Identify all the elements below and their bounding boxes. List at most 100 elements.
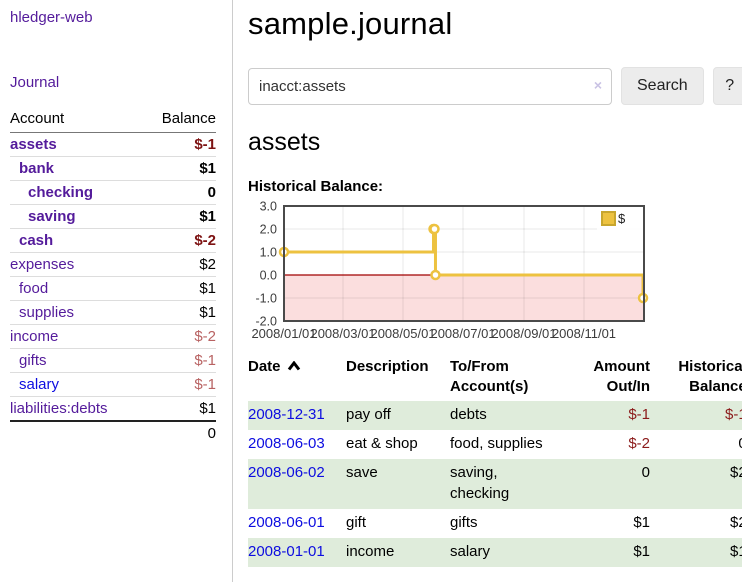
sidebar-account-link[interactable]: assets xyxy=(10,136,57,153)
sidebar-account-link[interactable]: food xyxy=(19,280,49,297)
historical-balance-chart-container: -2.0 -1.0 0.0 1.0 2.0 3.0 2008/01/01 2008/03/01… xyxy=(248,200,742,344)
register-table: Date Description To/From Account(s) Amou… xyxy=(248,357,742,567)
accounts-total-value: 0 xyxy=(207,425,216,442)
transaction-description: gift xyxy=(346,514,367,531)
column-header-date[interactable]: Date xyxy=(248,357,346,401)
svg-text:2008/01/01: 2008/01/01 xyxy=(251,326,316,341)
main-content: sample.journal × Search ? assets Histori… xyxy=(233,0,742,582)
account-row: checking 0 xyxy=(10,181,216,205)
sidebar-account-balance: $1 xyxy=(199,280,216,297)
clear-search-icon[interactable]: × xyxy=(593,76,602,93)
account-row: bank $1 xyxy=(10,157,216,181)
sidebar-account-balance: $-1 xyxy=(194,376,216,393)
svg-text:2008/03/01: 2008/03/01 xyxy=(310,326,375,341)
transaction-date-link[interactable]: 2008-01-01 xyxy=(248,542,325,560)
account-row: cash $-2 xyxy=(10,229,216,253)
transaction-balance: $1 xyxy=(730,542,742,560)
transaction-date-link[interactable]: 2008-06-01 xyxy=(248,514,325,531)
legend-label: $ xyxy=(618,211,626,226)
data-point-marker xyxy=(429,223,440,235)
sidebar-account-link[interactable]: liabilities:debts xyxy=(10,400,108,417)
register-row: 2008-06-02 save saving, checking 0 $2 xyxy=(248,458,742,509)
search-input[interactable] xyxy=(248,67,612,105)
sidebar-account-balance: $1 xyxy=(199,304,216,321)
page-title: sample.journal xyxy=(248,6,453,41)
transaction-amount: 0 xyxy=(641,463,650,481)
sidebar-item-journal[interactable]: Journal xyxy=(10,74,60,91)
sidebar-nav: Journal xyxy=(10,74,216,92)
register-row: 2008-12-31 pay off debts $-1 $-1 xyxy=(248,401,742,430)
svg-text:2008/09/01: 2008/09/01 xyxy=(491,326,556,341)
sort-ascending-icon xyxy=(287,360,300,371)
account-column-header: Account xyxy=(10,110,65,127)
account-row: liabilities:debts $1 xyxy=(10,397,216,420)
sidebar-account-link[interactable]: bank xyxy=(19,160,55,177)
transaction-description: income xyxy=(346,542,395,560)
legend-swatch xyxy=(601,211,616,226)
search-box: × xyxy=(248,67,612,105)
sidebar-account-balance: $1 xyxy=(199,160,216,177)
transaction-balance: $-1 xyxy=(725,406,742,423)
transaction-accounts: gifts xyxy=(450,514,478,531)
accounts-total-row: 0 xyxy=(10,420,216,445)
column-header-amount: Amount Out/In xyxy=(593,358,650,395)
negative-region xyxy=(284,275,644,321)
sidebar-account-balance: $-1 xyxy=(194,352,216,369)
sidebar-account-balance: $-1 xyxy=(194,136,216,153)
account-heading: assets xyxy=(248,128,321,156)
search-form: × Search ? xyxy=(248,67,742,105)
sidebar-account-link[interactable]: gifts xyxy=(19,352,47,369)
sidebar: hledger-web Journal Account Balance asse… xyxy=(0,0,233,582)
accounts-table: Account Balance assets $-1 bank $1 checking 0… xyxy=(10,108,216,445)
sidebar-account-link[interactable]: checking xyxy=(28,184,94,201)
column-header-accounts: To/From Account(s) xyxy=(450,358,529,395)
sidebar-account-link[interactable]: salary xyxy=(19,376,60,393)
svg-text:2.0: 2.0 xyxy=(260,223,277,237)
transaction-date-link[interactable]: 2008-12-31 xyxy=(248,406,325,423)
plot-border xyxy=(283,205,645,322)
svg-text:3.0: 3.0 xyxy=(260,200,277,214)
transaction-date-link[interactable]: 2008-06-02 xyxy=(248,463,325,481)
account-row: supplies $1 xyxy=(10,301,216,325)
svg-text:2008/07/01: 2008/07/01 xyxy=(430,326,495,341)
transaction-amount: $-1 xyxy=(628,406,650,423)
data-point-marker xyxy=(430,269,441,281)
transaction-description: save xyxy=(346,463,378,481)
transaction-accounts: debts xyxy=(450,406,487,423)
transaction-balance: $2 xyxy=(730,463,742,481)
sidebar-account-balance: $-2 xyxy=(194,232,216,249)
svg-text:1.0: 1.0 xyxy=(260,246,277,260)
historical-balance-chart: -2.0 -1.0 0.0 1.0 2.0 3.0 2008/01/012008/03/01… xyxy=(251,200,649,341)
sidebar-account-link[interactable]: income xyxy=(10,328,59,345)
transaction-date-link[interactable]: 2008-06-03 xyxy=(248,434,325,452)
sidebar-account-link[interactable]: saving xyxy=(28,208,76,225)
transaction-description: pay off xyxy=(346,406,391,423)
sidebar-account-balance: 0 xyxy=(207,184,216,201)
sidebar-account-link[interactable]: expenses xyxy=(10,256,75,273)
transaction-balance: $2 xyxy=(730,514,742,531)
register-row: 2008-06-03 eat & shop food, supplies $-20 xyxy=(248,430,742,459)
register-table-body: 2008-12-31 pay off debts $-1 $-1 2008-06-03 ea… xyxy=(248,401,742,567)
help-button[interactable]: ? xyxy=(712,67,742,105)
account-row: assets $-1 xyxy=(10,133,216,157)
account-row: salary $-1 xyxy=(10,373,216,397)
register-header-row: Date Description To/From Account(s) Amou… xyxy=(248,357,742,401)
transaction-accounts: saving, checking xyxy=(450,463,510,503)
sidebar-account-link[interactable]: supplies xyxy=(19,304,75,321)
sidebar-account-link[interactable]: cash xyxy=(19,232,54,249)
account-row: food $1 xyxy=(10,277,216,301)
account-row: expenses $2 xyxy=(10,253,216,277)
sidebar-account-balance: $1 xyxy=(199,400,216,417)
transaction-amount: $1 xyxy=(633,514,650,531)
sidebar-account-balance: $-2 xyxy=(194,328,216,345)
register-row: 2008-01-01 income salary $1 $1 xyxy=(248,537,742,567)
chart-title: Historical Balance: xyxy=(248,178,384,195)
balance-column-header: Balance xyxy=(161,110,216,127)
transaction-amount: $-2 xyxy=(628,434,650,452)
transaction-balance: 0 xyxy=(650,430,742,459)
search-button[interactable]: Search xyxy=(621,67,704,105)
app-brand-link[interactable]: hledger-web xyxy=(10,9,93,26)
column-header-description: Description xyxy=(346,358,429,375)
register-row: 2008-06-01 gift gifts $1 $2 xyxy=(248,509,742,538)
accounts-table-header: Account Balance xyxy=(10,108,216,133)
